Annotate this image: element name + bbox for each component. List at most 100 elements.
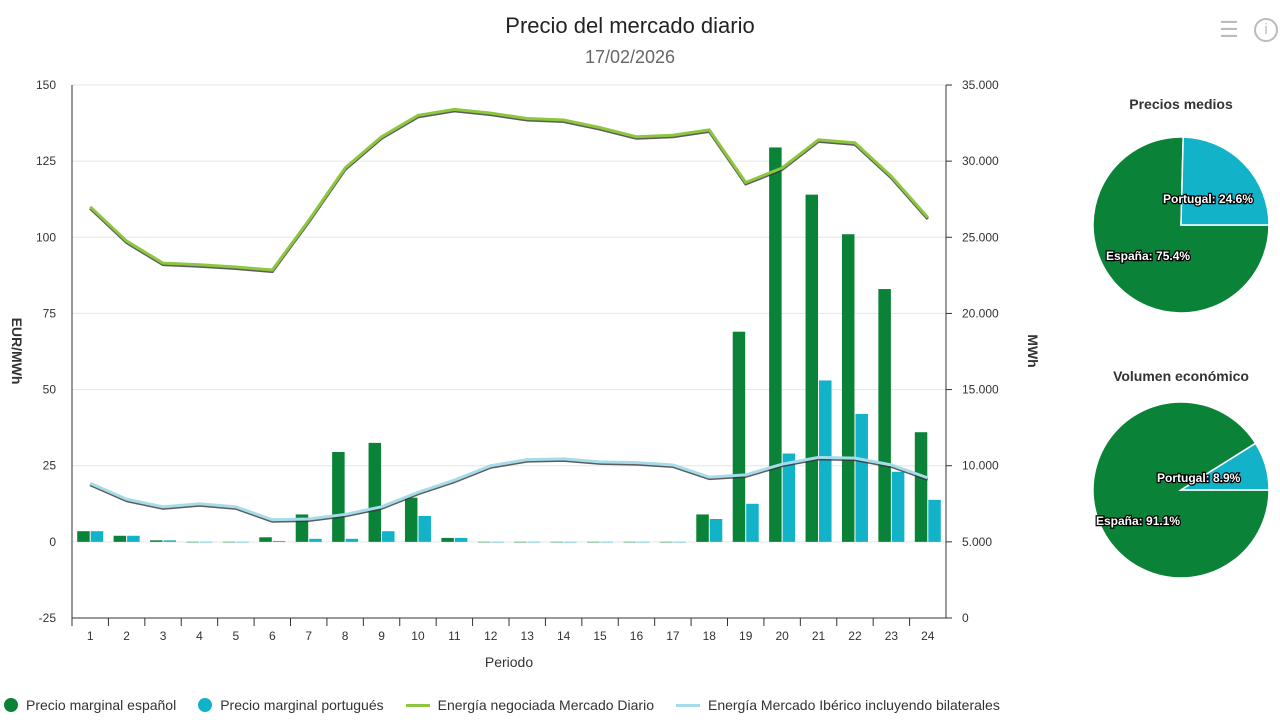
x-tick-label: 20 <box>775 629 789 643</box>
bar-spain <box>550 541 564 543</box>
x-tick-label: 24 <box>921 629 935 643</box>
y2-tick-label: 15.000 <box>962 383 999 397</box>
line-energy-md <box>89 107 929 272</box>
x-tick-label: 13 <box>521 629 535 643</box>
bar-spain <box>696 514 709 542</box>
x-tick-label: 19 <box>739 629 753 643</box>
x-tick-label: 11 <box>448 629 461 643</box>
y2-tick-label: 5.000 <box>962 535 992 549</box>
bar-spain <box>332 452 345 542</box>
bar-portugal <box>600 541 614 543</box>
bar-spain <box>805 194 819 542</box>
bar-spain <box>587 541 600 543</box>
legend-marker <box>198 698 213 712</box>
x-tick-label: 5 <box>233 629 240 643</box>
bar-portugal <box>345 538 359 542</box>
y2-tick-label: 35.000 <box>962 78 999 92</box>
bar-portugal <box>564 541 577 543</box>
bar-spain <box>77 531 90 542</box>
x-tick-label: 9 <box>378 629 385 643</box>
bar-spain <box>878 289 891 542</box>
info-icon[interactable]: i <box>1254 18 1278 42</box>
bar-spain <box>368 442 382 542</box>
y-axis-title: EUR/MWh <box>9 318 25 385</box>
x-tick-label: 1 <box>87 629 94 643</box>
bar-portugal <box>928 499 941 542</box>
bar-portugal <box>636 541 650 543</box>
bar-portugal <box>891 471 905 542</box>
bar-spain <box>441 537 454 542</box>
x-tick-label: 15 <box>593 629 607 643</box>
legend-label: Energía negociada Mercado Diario <box>437 697 654 713</box>
legend-marker <box>405 703 430 707</box>
bar-portugal <box>90 531 104 542</box>
x-tick-label: 3 <box>160 629 167 643</box>
chart-title: Precio del mercado diario <box>505 13 755 38</box>
bar-spain <box>477 541 491 543</box>
y2-tick-label: 20.000 <box>962 306 999 320</box>
bar-portugal <box>454 537 468 542</box>
x-tick-label: 22 <box>848 629 862 643</box>
legend-item-spain[interactable]: Precio marginal español <box>4 697 176 713</box>
x-tick-label: 23 <box>885 629 899 643</box>
bar-spain <box>186 541 199 543</box>
bar-spain <box>732 331 746 542</box>
x-tick-label: 17 <box>666 629 680 643</box>
bar-spain <box>623 541 636 543</box>
bar-spain <box>841 234 855 542</box>
legend-item-portugal[interactable]: Precio marginal portugués <box>198 697 384 713</box>
y2-tick-label: 25.000 <box>962 230 999 244</box>
pie-slice <box>1178 442 1270 491</box>
y-tick-label: 25 <box>43 459 57 473</box>
legend-label: Energía Mercado Ibérico incluyendo bilat… <box>707 697 1000 713</box>
x-tick-label: 14 <box>557 629 571 643</box>
y2-tick-label: 0 <box>962 611 969 625</box>
pie-label: Portugal: 8.9% <box>1157 471 1241 485</box>
bar-spain <box>259 537 272 542</box>
legend-label: Precio marginal español <box>26 697 177 713</box>
y-tick-label: 100 <box>36 230 56 244</box>
bar-spain <box>404 497 418 542</box>
y2-tick-label: 30.000 <box>962 154 999 168</box>
y-tick-label: 125 <box>36 154 56 168</box>
x-tick-label: 2 <box>123 629 130 643</box>
y-tick-label: 150 <box>36 78 56 92</box>
bar-spain <box>514 541 527 543</box>
x-tick-label: 16 <box>630 629 644 643</box>
y-tick-label: 50 <box>43 383 57 397</box>
legend-item-energy-iberico[interactable]: Energía Mercado Ibérico incluyendo bilat… <box>675 697 1000 713</box>
x-tick-label: 6 <box>269 629 276 643</box>
bar-portugal <box>236 541 249 543</box>
y-tick-label: -25 <box>39 611 57 625</box>
x-tick-label: 7 <box>305 629 312 643</box>
bar-spain <box>113 535 127 542</box>
chart-subtitle: 17/02/2026 <box>584 47 676 67</box>
menu-icon[interactable]: ☰ <box>1219 17 1239 42</box>
pie-title: Precios medios <box>1129 96 1233 112</box>
bar-portugal <box>673 541 686 543</box>
x-tick-label: 18 <box>703 629 717 643</box>
legend-marker <box>4 698 18 712</box>
bar-portugal <box>309 538 322 542</box>
pie-slice <box>1180 136 1270 226</box>
legend-item-energy-md[interactable]: Energía negociada Mercado Diario <box>405 697 654 713</box>
bar-spain <box>150 540 163 542</box>
bar-spain <box>914 432 928 542</box>
bar-spain <box>769 147 782 542</box>
bar-portugal <box>491 541 504 543</box>
pie-label: España: 91.1% <box>1096 514 1180 528</box>
legend-label: Precio marginal portugués <box>220 697 384 713</box>
pie-label: España: 75.4% <box>1106 249 1190 263</box>
bar-spain <box>659 541 673 543</box>
y2-axis-title: MWh <box>1025 334 1041 367</box>
bar-portugal <box>418 515 431 542</box>
y-tick-label: 0 <box>49 535 56 549</box>
legend-marker <box>675 703 700 707</box>
x-axis-title: Periodo <box>485 654 533 670</box>
bar-portugal <box>709 519 723 542</box>
x-tick-label: 12 <box>484 629 498 643</box>
y-tick-label: 75 <box>43 306 57 320</box>
bar-portugal <box>527 541 541 543</box>
y2-tick-label: 10.000 <box>962 459 999 473</box>
